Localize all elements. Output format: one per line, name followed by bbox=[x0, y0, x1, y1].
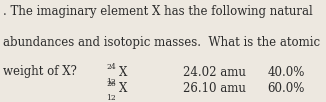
Text: abundances and isotopic masses.  What is the atomic: abundances and isotopic masses. What is … bbox=[3, 36, 320, 49]
Text: 24.02 amu: 24.02 amu bbox=[183, 66, 245, 79]
Text: weight of X?: weight of X? bbox=[3, 65, 77, 78]
Text: X: X bbox=[119, 82, 127, 95]
Text: 26.10 amu: 26.10 amu bbox=[183, 82, 245, 95]
Text: . The imaginary element X has the following natural: . The imaginary element X has the follow… bbox=[3, 5, 313, 18]
Text: 40.0%: 40.0% bbox=[267, 66, 305, 79]
Text: 12: 12 bbox=[106, 94, 116, 102]
Text: 26: 26 bbox=[106, 80, 116, 88]
Text: 24: 24 bbox=[106, 63, 116, 71]
Text: 12: 12 bbox=[106, 78, 116, 86]
Text: 60.0%: 60.0% bbox=[267, 82, 305, 95]
Text: X: X bbox=[119, 66, 127, 79]
